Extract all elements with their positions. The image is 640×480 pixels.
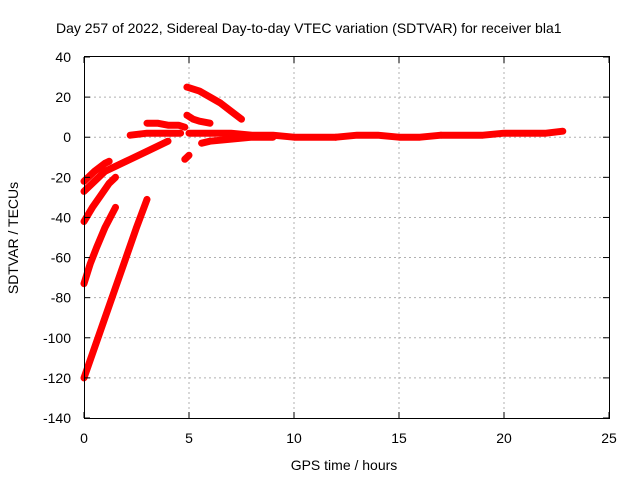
data-point bbox=[143, 130, 151, 137]
data-point bbox=[269, 132, 277, 139]
data-point bbox=[164, 122, 172, 129]
data-point bbox=[311, 134, 319, 141]
data-point bbox=[122, 158, 130, 165]
x-tick-labels: 0 5 10 15 20 25 bbox=[80, 430, 617, 446]
data-point bbox=[106, 180, 113, 187]
data-point bbox=[181, 156, 188, 163]
series-layer bbox=[80, 83, 567, 382]
x-tick-label: 5 bbox=[185, 430, 193, 446]
data-point bbox=[97, 192, 105, 199]
data-point bbox=[521, 130, 529, 137]
data-point bbox=[112, 204, 119, 211]
data-point bbox=[164, 138, 172, 145]
data-point bbox=[93, 244, 100, 251]
y-tick-label: 20 bbox=[55, 89, 71, 105]
x-tick-label: 20 bbox=[496, 430, 512, 446]
data-point bbox=[227, 130, 235, 137]
y-tick-label: -20 bbox=[51, 169, 71, 185]
data-point bbox=[479, 132, 487, 139]
y-tick-label: -40 bbox=[51, 209, 71, 225]
data-point bbox=[332, 134, 340, 141]
data-point bbox=[437, 132, 445, 139]
data-point bbox=[206, 93, 214, 101]
y-axis-label: SDTVAR / TECUs bbox=[5, 182, 21, 294]
data-point bbox=[206, 120, 214, 127]
data-point bbox=[127, 132, 134, 139]
series-line-11 bbox=[185, 129, 340, 141]
data-point bbox=[112, 174, 119, 181]
data-point bbox=[143, 196, 151, 203]
data-point bbox=[196, 118, 203, 125]
y-tick-label: -100 bbox=[43, 330, 71, 346]
data-point bbox=[353, 132, 361, 139]
x-axis-label: GPS time / hours bbox=[291, 457, 398, 473]
y-tick-label: -60 bbox=[51, 250, 71, 266]
series-line-5 bbox=[126, 129, 185, 139]
data-point bbox=[106, 158, 113, 165]
data-point bbox=[206, 130, 214, 137]
data-point bbox=[395, 134, 403, 141]
tick-layer bbox=[83, 56, 610, 419]
data-point bbox=[154, 120, 161, 127]
data-point bbox=[112, 284, 119, 291]
data-point bbox=[183, 83, 191, 91]
chart-title: Day 257 of 2022, Sidereal Day-to-day VTE… bbox=[56, 20, 562, 36]
data-point bbox=[177, 130, 184, 137]
y-tick-label: -80 bbox=[51, 290, 71, 306]
data-point bbox=[181, 124, 188, 131]
data-point bbox=[248, 132, 256, 139]
data-point bbox=[91, 168, 98, 175]
data-point bbox=[185, 152, 193, 159]
data-point bbox=[190, 116, 197, 123]
data-point bbox=[559, 128, 566, 135]
data-point bbox=[143, 148, 151, 155]
data-point bbox=[458, 132, 466, 139]
data-point bbox=[500, 130, 508, 137]
series-line-12 bbox=[332, 131, 445, 141]
y-tick-label: 0 bbox=[63, 129, 71, 145]
data-point bbox=[183, 112, 191, 119]
data-point bbox=[185, 130, 193, 137]
data-point bbox=[89, 204, 96, 211]
x-tick-label: 10 bbox=[286, 430, 302, 446]
y-tick-label: 40 bbox=[55, 49, 71, 65]
data-point bbox=[374, 132, 382, 139]
data-point bbox=[290, 134, 298, 141]
data-point bbox=[91, 344, 98, 351]
plot-frame bbox=[84, 56, 610, 419]
x-tick-label: 0 bbox=[80, 430, 88, 446]
x-tick-label: 15 bbox=[391, 430, 407, 446]
data-point bbox=[87, 260, 94, 267]
data-point bbox=[175, 122, 182, 129]
data-point bbox=[198, 140, 205, 147]
data-point bbox=[101, 168, 109, 175]
y-tick-label: -140 bbox=[43, 410, 71, 426]
data-point bbox=[416, 134, 424, 141]
data-point bbox=[217, 99, 224, 107]
data-point bbox=[227, 136, 235, 143]
data-point bbox=[238, 116, 245, 123]
data-point bbox=[227, 108, 235, 115]
data-point bbox=[164, 130, 172, 137]
data-point bbox=[542, 130, 550, 137]
y-tick-label: -120 bbox=[43, 370, 71, 386]
y-tick-labels: -140 -120 -100 -80 -60 -40 -20 0 20 40 bbox=[43, 49, 71, 426]
data-point bbox=[196, 87, 203, 95]
data-point bbox=[122, 254, 130, 261]
data-point bbox=[91, 178, 98, 185]
data-point bbox=[143, 120, 151, 127]
x-tick-label: 25 bbox=[601, 430, 617, 446]
data-point bbox=[101, 314, 109, 321]
data-point bbox=[133, 224, 140, 231]
series-line-8 bbox=[183, 111, 214, 127]
data-point bbox=[206, 138, 214, 145]
data-point bbox=[101, 224, 109, 231]
